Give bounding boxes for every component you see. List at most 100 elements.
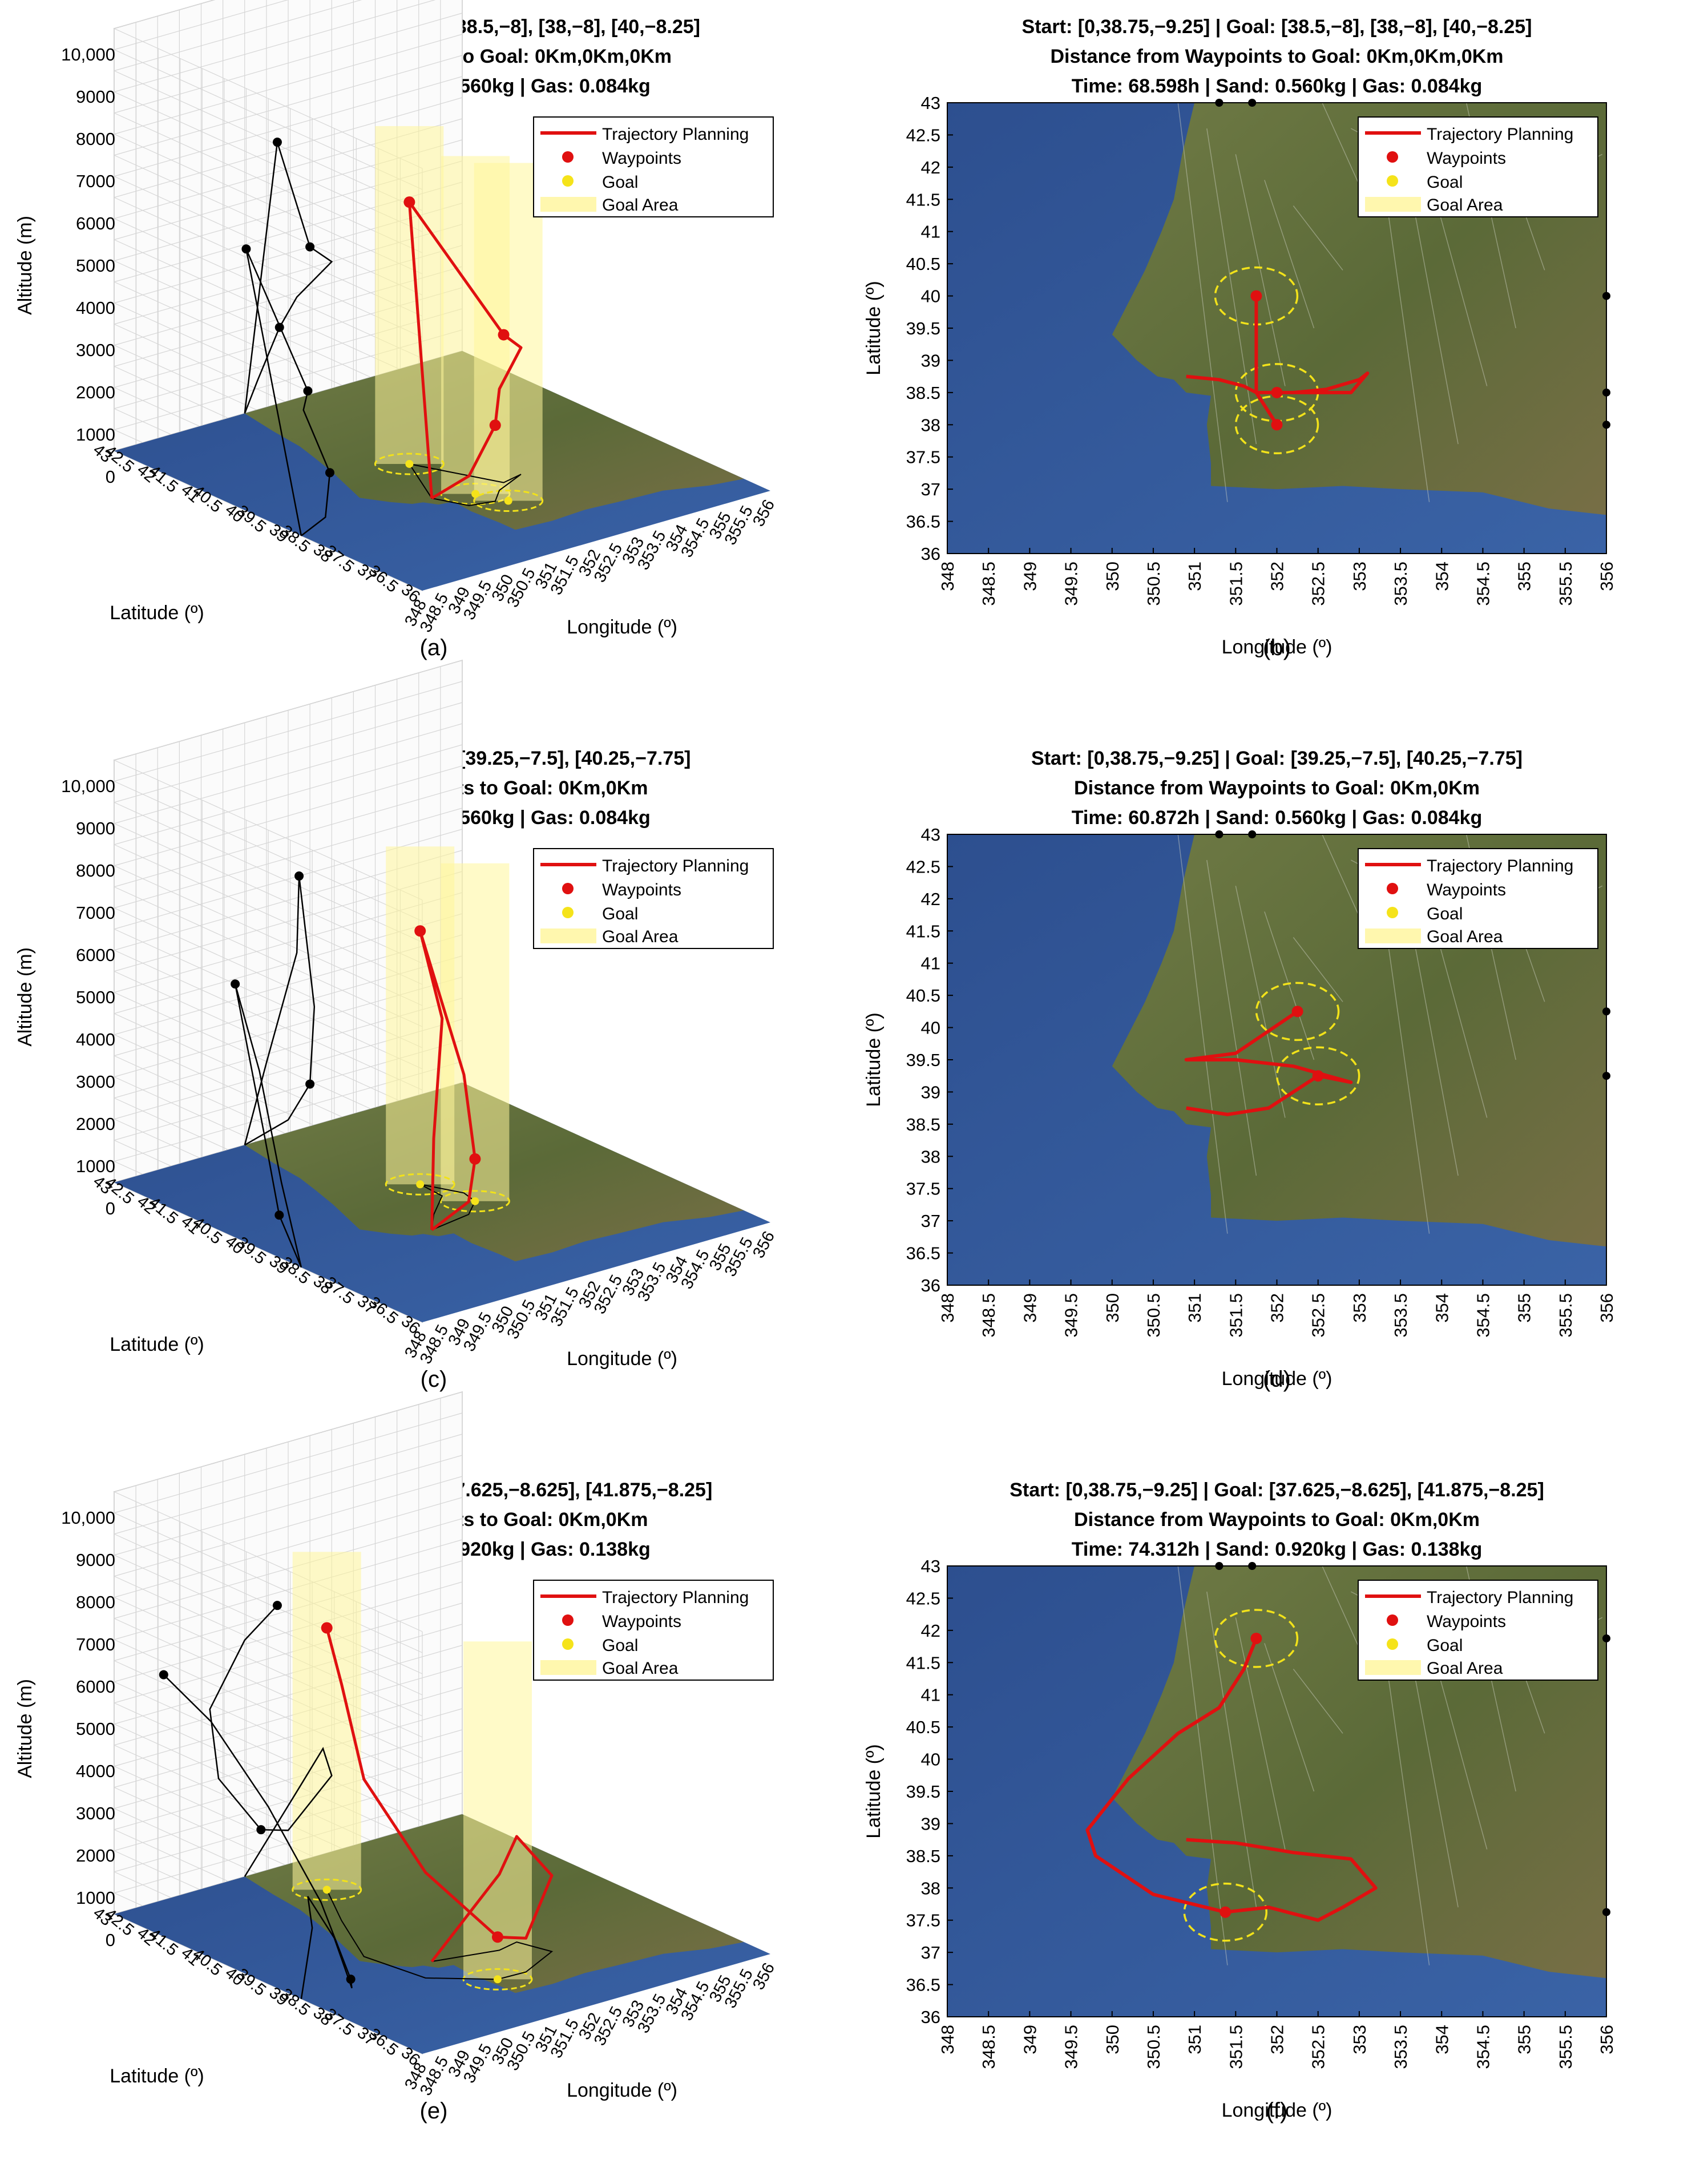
lon-tick-label: 356 (749, 1960, 778, 1993)
goal-marker (405, 459, 414, 468)
x-tick-label: 355.5 (1556, 562, 1576, 606)
x-tick-label: 348 (938, 1293, 958, 1323)
projection-marker (241, 244, 251, 254)
panel-b-title-line-2: Distance from Waypoints to Goal: 0Km,0Km… (1050, 46, 1503, 67)
panel-f-title-line-3: Time: 74.312h | Sand: 0.920kg | Gas: 0.1… (1072, 1539, 1483, 1560)
road-line (1293, 937, 1343, 1002)
trajectory-line (325, 1627, 554, 1963)
x-tick-label: 348 (938, 562, 958, 591)
legend-waypoints-label: Waypoints (1427, 149, 1506, 168)
y-tick-label: 41 (921, 954, 940, 974)
projection-marker (231, 979, 240, 989)
y-tick-label: 43 (921, 93, 940, 113)
z-tick-label: 6000 (76, 945, 115, 965)
goal-marker (471, 1197, 479, 1205)
y-tick-label: 38.5 (906, 1846, 940, 1866)
waypoint-marker (1291, 1006, 1303, 1018)
legend-trajectory-label: Trajectory Planning (1427, 1588, 1573, 1607)
projection-marker (325, 468, 334, 478)
legend-goal-label: Goal (1427, 173, 1463, 192)
y-tick-label: 36.5 (906, 512, 940, 532)
projection-marker (1215, 830, 1224, 838)
trajectory-line (418, 929, 477, 1232)
x-tick-label: 356 (1597, 562, 1617, 591)
x-tick-label: 355 (1515, 2025, 1535, 2054)
y-tick-label: 40 (921, 1018, 940, 1038)
lat-axis-label: Latitude (º) (110, 1334, 204, 1355)
projection-marker (1602, 292, 1610, 300)
waypoint-marker (491, 1931, 503, 1943)
y-tick-label: 42 (921, 158, 940, 177)
z-tick-label: 8000 (76, 861, 115, 881)
legend-waypoint-marker (562, 883, 574, 894)
projection-marker (305, 242, 315, 252)
y-tick-label: 40.5 (906, 1717, 940, 1737)
goal-area-circle (1255, 982, 1340, 1041)
y-tick-label: 39.5 (906, 1782, 940, 1802)
road-line (1264, 911, 1315, 1060)
lon-axis-label: Longitude (º) (567, 1348, 677, 1370)
projection-marker (1602, 1072, 1610, 1080)
y-tick-label: 40.5 (906, 986, 940, 1006)
legend-goal-area-swatch (540, 928, 596, 943)
waypoint-marker (1312, 1070, 1324, 1082)
z-tick-label: 6000 (76, 1677, 115, 1697)
legend-goal-marker (1387, 907, 1398, 918)
legend-goal-marker (1387, 175, 1398, 187)
panel-label: (d) (1263, 1367, 1291, 1392)
x-tick-label: 352 (1267, 562, 1287, 591)
y-tick-label: 37 (921, 479, 940, 499)
projection-marker (1602, 388, 1610, 397)
goal-area-column (375, 126, 444, 464)
lon-axis-label: Longitude (º) (567, 2080, 677, 2101)
panel-b-title-line-3: Time: 68.598h | Sand: 0.560kg | Gas: 0.0… (1072, 75, 1483, 97)
y-tick-label: 41 (921, 1685, 940, 1705)
projection-marker (1602, 1007, 1610, 1016)
x-axis-label: Longitude (º) (1222, 1368, 1333, 1390)
goal-area-circle (439, 1190, 510, 1213)
panel-b-panel: Start: [0,38.75,−9.25] | Goal: [38.5,−8]… (863, 16, 1617, 660)
projection-marker (159, 1670, 168, 1680)
y-tick-label: 42.5 (906, 1588, 940, 1608)
goal-area-circle (292, 1878, 362, 1901)
z-tick-label: 0 (106, 467, 115, 487)
goal-area-column (463, 1641, 532, 1980)
legend-waypoints-label: Waypoints (602, 1612, 681, 1631)
legend-goal-area-swatch (1365, 928, 1421, 943)
y-tick-label: 39 (921, 350, 940, 370)
z-tick-label: 4000 (76, 1030, 115, 1049)
projection-back (244, 875, 316, 1146)
z-tick-label: 2000 (76, 1846, 115, 1866)
projection-marker (272, 138, 282, 147)
y-tick-label: 42.5 (906, 857, 940, 877)
x-tick-label: 348.5 (979, 562, 999, 606)
panel-label: (e) (420, 2098, 448, 2124)
y-tick-label: 40 (921, 286, 940, 306)
y-tick-label: 37 (921, 1211, 940, 1231)
panel-f-title-line-2: Distance from Waypoints to Goal: 0Km,0Km (1074, 1509, 1480, 1531)
x-tick-label: 350 (1103, 562, 1122, 591)
z-tick-label: 9000 (76, 818, 115, 838)
legend-waypoint-marker (1387, 1614, 1398, 1626)
y-axis-label: Latitude (º) (863, 1012, 885, 1107)
z-tick-label: 8000 (76, 129, 115, 149)
panel-d-title-line-3: Time: 60.872h | Sand: 0.560kg | Gas: 0.0… (1072, 807, 1483, 829)
y-tick-label: 41.5 (906, 921, 940, 941)
y-tick-label: 39.5 (906, 318, 940, 338)
z-axis-label: Altitude (m) (14, 216, 36, 315)
projection-left (234, 983, 302, 1268)
x-tick-label: 355.5 (1556, 1293, 1576, 1338)
projection-left (245, 248, 331, 536)
waypoint-marker (489, 419, 501, 431)
x-axis-label: Longitude (º) (1222, 2100, 1333, 2121)
road-line (1177, 102, 1228, 502)
goal-marker (471, 490, 480, 498)
z-tick-label: 5000 (76, 1719, 115, 1739)
z-axis-label: Altitude (m) (14, 1679, 36, 1778)
x-tick-label: 349 (1020, 2025, 1040, 2054)
x-tick-label: 353 (1350, 1293, 1370, 1323)
z-tick-label: 2000 (76, 1114, 115, 1134)
projection-marker (256, 1825, 266, 1835)
y-tick-label: 41.5 (906, 189, 940, 209)
road-line (1206, 860, 1257, 1176)
